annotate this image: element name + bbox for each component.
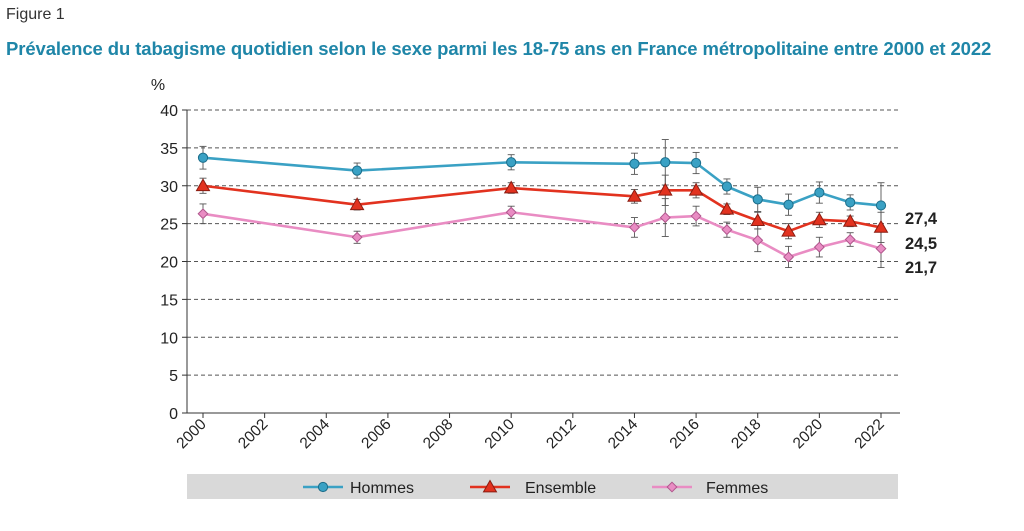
- gridlines: [187, 109, 900, 376]
- y-tick-label: 30: [160, 179, 178, 196]
- series-line-femmes: [202, 210, 882, 259]
- point-hommes: [783, 199, 794, 210]
- point-femmes: [690, 210, 702, 222]
- point-femmes: [197, 208, 209, 220]
- point-ensemble: [688, 182, 704, 196]
- x-tick-label: 2002: [235, 416, 271, 452]
- point-ensemble: [195, 178, 211, 192]
- legend-marker-ensemble: [482, 479, 498, 493]
- x-tick-label: 2022: [851, 416, 887, 452]
- point-ensemble: [657, 182, 673, 196]
- figure-label: Figure 1: [6, 6, 65, 23]
- y-tick-label: 35: [160, 141, 178, 158]
- point-femmes: [351, 231, 363, 243]
- y-tick-label: 0: [169, 406, 178, 423]
- point-hommes: [845, 197, 856, 208]
- point-ensemble: [812, 212, 827, 226]
- x-tick-label: 2006: [358, 416, 394, 452]
- x-tick-label: 2000: [173, 416, 210, 453]
- legend: Hommes Ensemble Femmes: [187, 474, 898, 499]
- y-tick-label: 40: [160, 103, 178, 120]
- point-hommes: [351, 165, 363, 176]
- legend-label-femmes: Femmes: [706, 480, 768, 497]
- point-hommes: [721, 181, 733, 192]
- end-label-ensemble: 24,5: [905, 235, 937, 253]
- point-ensemble: [627, 188, 642, 202]
- point-femmes: [752, 234, 764, 246]
- point-hommes: [660, 157, 671, 168]
- series-line-ensemble: [202, 184, 882, 233]
- end-label-hommes: 27,4: [905, 210, 938, 228]
- x-tick-label: 2008: [420, 416, 456, 452]
- end-label-femmes: 21,7: [905, 259, 937, 277]
- point-hommes: [629, 158, 640, 169]
- point-ensemble: [842, 213, 858, 227]
- series-lines: [202, 156, 882, 259]
- point-ensemble: [349, 197, 365, 211]
- chart-title: Prévalence du tabagisme quotidien selon …: [6, 38, 992, 59]
- point-femmes: [875, 243, 887, 255]
- x-tick-label: 2014: [605, 416, 642, 453]
- y-tick-label: 20: [160, 255, 178, 272]
- point-hommes: [197, 152, 209, 163]
- point-femmes: [783, 251, 795, 263]
- point-femmes: [628, 221, 640, 233]
- legend-label-ensemble: Ensemble: [525, 480, 596, 497]
- point-ensemble: [781, 223, 796, 237]
- x-tick-label: 2018: [728, 416, 764, 452]
- series-markers: [195, 152, 889, 263]
- y-tick-label: 10: [160, 330, 178, 347]
- point-femmes: [844, 234, 856, 246]
- point-femmes: [721, 224, 733, 236]
- point-hommes: [752, 194, 763, 205]
- point-femmes: [659, 212, 671, 224]
- point-ensemble: [873, 219, 889, 233]
- end-labels: 27,4 24,5 21,7: [905, 210, 938, 277]
- legend-marker-femmes: [666, 481, 678, 493]
- point-ensemble: [750, 213, 766, 226]
- axes: 0 5 10 15 20 25 30 35 40% 2000 2002 2004 2006 2008 201…: [151, 77, 900, 452]
- point-hommes: [506, 157, 517, 168]
- y-tick-label: 25: [160, 217, 178, 234]
- point-hommes: [814, 187, 825, 198]
- legend-marker-hommes: [317, 481, 329, 493]
- x-tick-label: 2016: [667, 416, 703, 452]
- x-tick-label: 2004: [297, 416, 334, 453]
- point-femmes: [813, 241, 825, 253]
- y-tick-label: 5: [169, 368, 178, 385]
- x-tick-label: 2010: [482, 416, 519, 453]
- y-axis-label: %: [151, 77, 165, 94]
- point-ensemble: [719, 201, 735, 215]
- x-tick-label: 2012: [543, 416, 579, 452]
- point-femmes: [505, 206, 517, 218]
- y-tick-label: 15: [160, 292, 178, 309]
- point-hommes: [875, 200, 887, 211]
- point-ensemble: [503, 180, 519, 194]
- point-hommes: [690, 157, 702, 169]
- x-tick-label: 2020: [790, 416, 827, 453]
- legend-label-hommes: Hommes: [350, 480, 414, 497]
- series-line-hommes: [202, 156, 882, 207]
